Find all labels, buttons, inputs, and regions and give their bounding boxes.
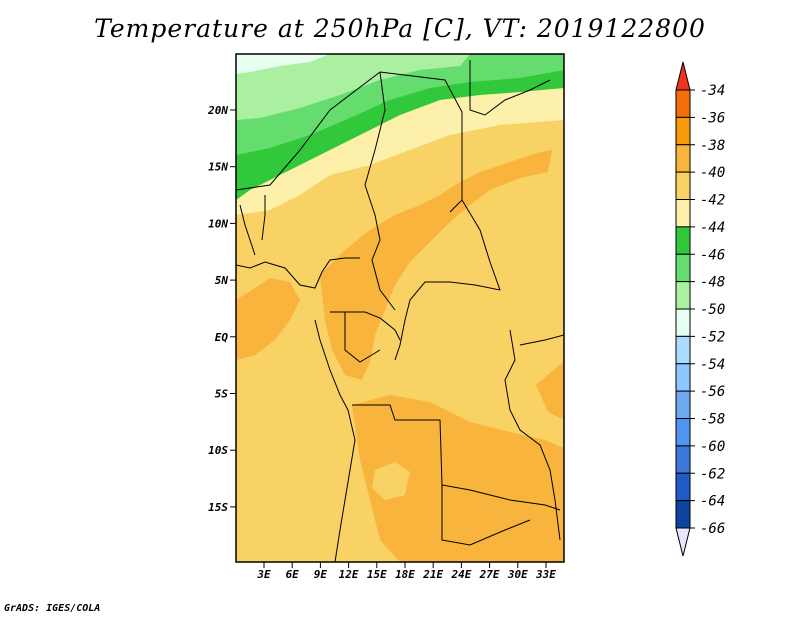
- colorbar-label: -46: [700, 247, 725, 263]
- colorbar-swatch: [675, 171, 691, 200]
- lon-tick-label: 21E: [422, 568, 443, 581]
- colorbar-label: -36: [700, 110, 725, 126]
- colorbar-swatch: [675, 144, 691, 173]
- band-minus48: [236, 54, 470, 120]
- longitude-axis: 3E 6E 9E 12E 15E 18E 21E 24E 27E 30E 33E: [256, 562, 556, 581]
- colorbar-label: -64: [700, 494, 725, 510]
- band-minus40-spot: [372, 462, 410, 500]
- colorbar-label: -66: [700, 521, 725, 537]
- colorbar-label: -42: [700, 193, 725, 209]
- colorbar-swatch: [675, 199, 691, 228]
- colorbar-swatch: [675, 363, 691, 392]
- colorbar-swatch: [675, 418, 691, 447]
- colorbar-swatch: [675, 390, 691, 419]
- lon-tick-label: 3E: [256, 568, 271, 581]
- lon-tick-label: 12E: [339, 568, 359, 581]
- band-minus50: [236, 54, 330, 74]
- map-frame: [235, 53, 565, 563]
- band-minus38-east: [536, 362, 564, 420]
- band-minus38-central: [320, 150, 552, 380]
- colorbar-swatch: [675, 500, 691, 529]
- colorbar-swatch: [675, 89, 691, 118]
- country-borders: [236, 60, 564, 562]
- colorbar-label: -54: [700, 357, 725, 373]
- grads-credit: GrADS: IGES/COLA: [4, 603, 101, 614]
- lat-tick-label: 20N: [207, 104, 228, 117]
- lon-tick-label: 15E: [367, 568, 387, 581]
- map-title: Temperature at 250hPa [C], VT: 201912280…: [94, 14, 706, 43]
- temperature-field: [236, 54, 564, 562]
- colorbar-label: -60: [700, 439, 725, 455]
- colorbar-label: -58: [700, 412, 725, 428]
- colorbar: -34 -36 -38 -40 -42 -44 -46 -48 -50 -52 -54 -56 -58 -…: [675, 61, 725, 557]
- colorbar-swatch: [675, 253, 691, 283]
- colorbar-label: -52: [700, 329, 725, 345]
- lon-tick-label: 24E: [450, 568, 471, 581]
- lat-tick-label: 15N: [208, 161, 228, 174]
- colorbar-label: -44: [700, 220, 725, 236]
- lon-tick-label: 33E: [535, 568, 556, 581]
- colorbar-swatch: [675, 308, 691, 337]
- colorbar-label: -56: [700, 384, 725, 400]
- latitude-axis: 20N 15N 10N 5N EQ 5S 10S 15S: [207, 104, 236, 514]
- lat-tick-label: 15S: [208, 501, 228, 514]
- lon-tick-label: 18E: [395, 568, 415, 581]
- lon-tick-label: 30E: [507, 568, 528, 581]
- lon-tick-label: 27E: [479, 568, 500, 581]
- lat-tick-label: 10S: [208, 444, 228, 457]
- colorbar-swatch: [675, 116, 691, 146]
- colorbar-label: -34: [700, 83, 725, 99]
- lat-tick-label: 5S: [215, 388, 229, 401]
- band-minus38-west: [236, 278, 300, 360]
- lat-tick-label: 10N: [208, 217, 228, 230]
- lon-tick-label: 9E: [314, 568, 328, 581]
- colorbar-swatch: [675, 281, 691, 310]
- colorbar-label: -62: [700, 466, 725, 482]
- colorbar-swatch: [675, 226, 691, 255]
- colorbar-label: -48: [700, 275, 725, 291]
- colorbar-label: -38: [700, 138, 725, 154]
- colorbar-top-arrow: [675, 61, 691, 91]
- lat-tick-label: 5N: [215, 274, 229, 287]
- colorbar-swatch: [675, 472, 691, 502]
- colorbar-label: -40: [700, 165, 725, 181]
- lon-tick-label: 6E: [286, 568, 300, 581]
- lat-tick-label: EQ: [215, 331, 229, 344]
- colorbar-swatch: [675, 445, 691, 474]
- band-minus38-south: [352, 395, 564, 562]
- colorbar-label: -50: [700, 302, 725, 318]
- colorbar-bottom-arrow: [675, 527, 691, 557]
- colorbar-swatch: [675, 335, 691, 365]
